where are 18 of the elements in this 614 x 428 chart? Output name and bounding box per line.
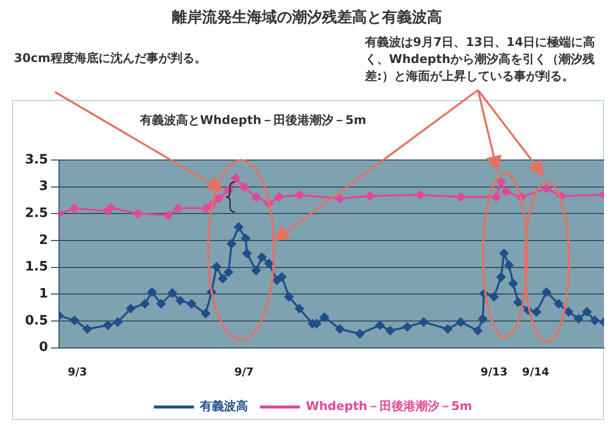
- chart-title: 離岸流発生海域の潮汐残差高と有義波高: [171, 8, 443, 27]
- x-tick-label: 9/14: [522, 365, 550, 378]
- y-tick-label: 3: [38, 179, 48, 194]
- y-tick-label: 1: [38, 286, 48, 302]
- legend-label: Whdepth－田後港潮汐－5m: [306, 399, 472, 414]
- y-tick-label: 0.5: [25, 313, 48, 328]
- y-tick-label: 3.5: [25, 152, 48, 168]
- x-tick-label: 9/13: [480, 365, 508, 378]
- y-tick-label: 2: [38, 232, 48, 248]
- text: 30cm程度海底に沈んだ事が判る。: [14, 50, 208, 67]
- x-tick-label: 9/7: [234, 365, 254, 378]
- y-tick-label: 1.5: [25, 260, 48, 275]
- x-tick-label: 9/3: [68, 365, 88, 378]
- text: 有義波は9月7日、13日、14日に極端に高く、Whdepthから潮汐高を引く（潮汐残差:）と海面が上昇している事が判る。: [365, 34, 596, 85]
- y-tick-label: 0: [38, 340, 48, 356]
- legend-label: 有義波高: [198, 399, 248, 414]
- y-tick-label: 2.5: [25, 206, 48, 222]
- chart-subtitle: 有義波高とWhdepth－田後港潮汐－5m: [140, 112, 366, 129]
